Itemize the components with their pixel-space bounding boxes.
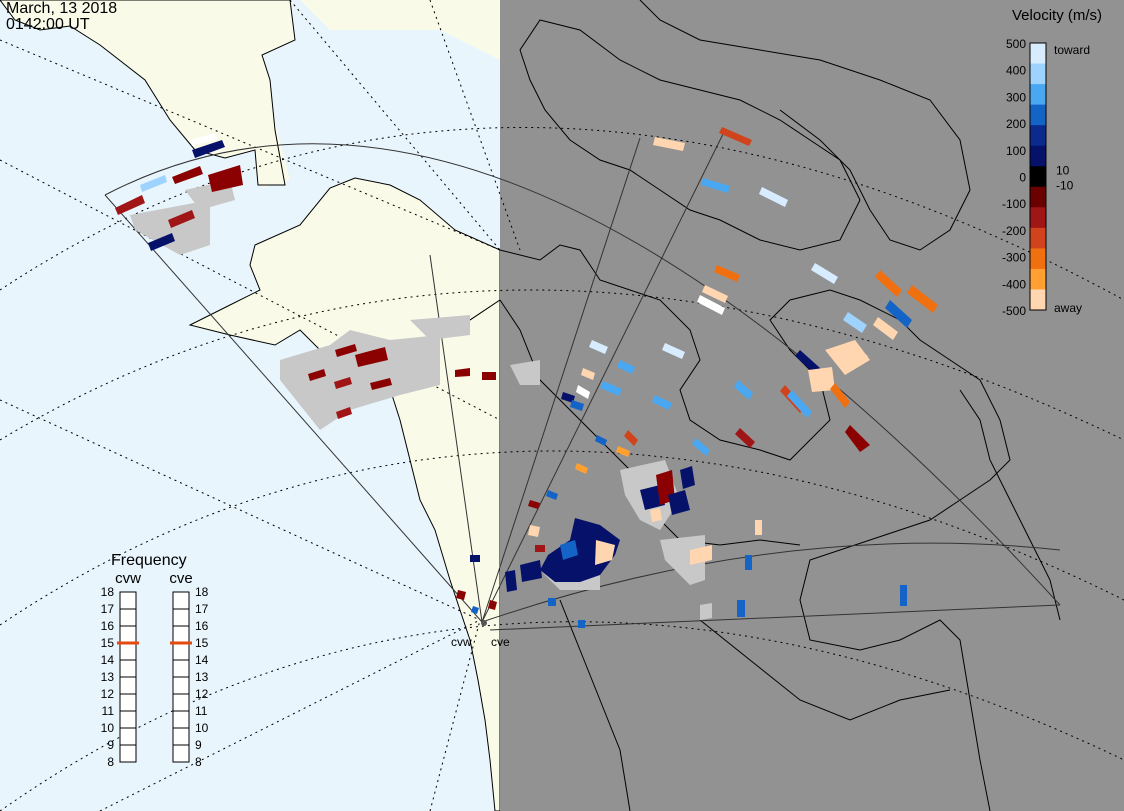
frequency-tick-label: 10: [101, 721, 115, 735]
colorbar-segment: [1030, 227, 1046, 249]
colorbar-segment: [1030, 268, 1046, 290]
frequency-tick-label: 17: [195, 602, 209, 616]
frequency-tick-label: 16: [195, 619, 209, 633]
velocity-scale-title: Velocity (m/s): [1012, 7, 1102, 24]
day-side-land: [0, 0, 501, 811]
frequency-tick-label: 16: [101, 619, 115, 633]
colorbar-segment: [1030, 125, 1046, 147]
frequency-tick-label: 14: [101, 653, 115, 667]
colorbar-segment: [1030, 63, 1046, 85]
frequency-tick-label: 15: [195, 636, 209, 650]
colorbar-segment: [1030, 43, 1046, 65]
frequency-tick-label: 9: [107, 738, 114, 752]
map-date: March, 13 2018: [6, 0, 118, 17]
colorbar-outline: [1029, 42, 1047, 311]
colorbar-segment: [1030, 145, 1046, 167]
night-side-shading: [500, 0, 1124, 811]
away-label: away: [1054, 301, 1082, 315]
velocity-tick-label: -200: [1002, 224, 1026, 238]
velocity-tick-label: -300: [1002, 251, 1026, 265]
colorbar-segment: [1030, 207, 1046, 229]
velocity-tick-label: -400: [1002, 277, 1026, 291]
frequency-tick-label: 18: [101, 585, 115, 599]
colorbar-segment: [1030, 248, 1046, 270]
map-time: 0142:00 UT: [6, 16, 90, 33]
frequency-tick-label: 17: [101, 602, 115, 616]
frequency-tick-label: 8: [107, 755, 114, 769]
frequency-tick-label: 9: [195, 738, 202, 752]
colorbar-segment: [1030, 289, 1046, 311]
radar-site-marker: [481, 620, 487, 626]
colorbar-segment: [1030, 104, 1046, 126]
frequency-tick-label: 12: [101, 687, 115, 701]
velocity-tick-label: 100: [1006, 144, 1026, 158]
velocity-tick-label: 300: [1006, 90, 1026, 104]
station-label-cvw: cvw: [451, 635, 472, 649]
frequency-radar-name: cvw: [115, 570, 141, 587]
frequency-tick-label: 18: [195, 585, 209, 599]
velocity-tick-label: 200: [1006, 117, 1026, 131]
velocity-tick-label: -500: [1002, 304, 1026, 318]
velocity-tick-label: 400: [1006, 64, 1026, 78]
velocity-tick-label: 0: [1019, 171, 1026, 185]
toward-label: toward: [1054, 43, 1090, 57]
frequency-tick-label: 13: [101, 670, 115, 684]
velocity-cells: [115, 127, 938, 628]
frequency-tick-label: 15: [101, 636, 115, 650]
frequency-tick-label: 11: [102, 704, 115, 718]
frequency-radar-name: cve: [169, 570, 192, 587]
frequency-tick-label: 14: [195, 653, 209, 667]
velocity-tick-label: -100: [1002, 197, 1026, 211]
frequency-tick-label: 10: [195, 721, 209, 735]
frequency-title: Frequency: [111, 552, 187, 569]
velocity-near-zero-label: -10: [1056, 179, 1074, 193]
colorbar-segment: [1030, 166, 1046, 188]
frequency-tick-label: 8: [195, 755, 202, 769]
station-label-cve: cve: [491, 635, 510, 649]
velocity-tick-label: 500: [1006, 37, 1026, 51]
colorbar-segment: [1030, 186, 1046, 208]
velocity-colorbar: Velocity (m/s) 500 400 300 200 100 0 -100 -200 -3…: [1002, 7, 1102, 318]
colorbar-segment: [1030, 84, 1046, 106]
frequency-tick-label: 11: [195, 704, 208, 718]
velocity-near-zero-label: 10: [1056, 164, 1070, 178]
frequency-panel: Frequencycvw18171615141312111098cve18171…: [101, 552, 209, 769]
frequency-tick-label: 12: [195, 687, 209, 701]
frequency-tick-label: 13: [195, 670, 209, 684]
